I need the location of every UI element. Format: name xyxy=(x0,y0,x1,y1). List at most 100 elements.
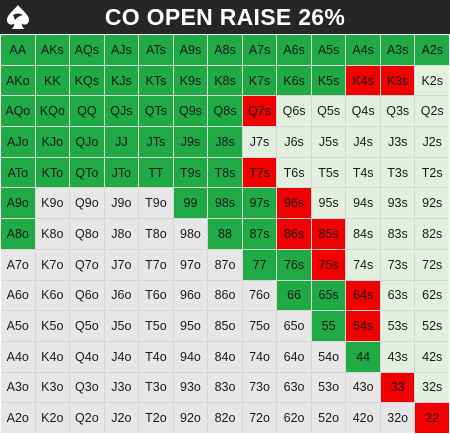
hand-cell: K8o xyxy=(35,219,70,249)
hand-cell: K6s xyxy=(277,65,311,96)
hand-cell: J5s xyxy=(311,127,346,157)
hand-cell: 32o xyxy=(380,403,415,433)
hand-cell: J8s xyxy=(208,127,242,157)
hand-cell: 92o xyxy=(173,403,208,433)
hand-cell: 74s xyxy=(346,249,380,280)
hand-cell: 94o xyxy=(173,341,208,372)
hand-cell: Q6s xyxy=(277,96,311,127)
hand-cell: KTo xyxy=(35,157,70,188)
hand-cell: 54o xyxy=(311,341,346,372)
hand-cell: 53s xyxy=(380,311,415,341)
hand-cell: QTo xyxy=(70,157,104,188)
hand-cell: A3s xyxy=(380,35,415,65)
hand-cell: 98o xyxy=(173,219,208,249)
hand-cell: 75s xyxy=(311,249,346,280)
hand-cell: K7o xyxy=(35,249,70,280)
hand-cell: 76o xyxy=(242,280,277,311)
hand-cell: T6o xyxy=(139,280,173,311)
hand-cell: K5o xyxy=(35,311,70,341)
hand-cell: 95o xyxy=(173,311,208,341)
hand-cell: 84s xyxy=(346,219,380,249)
hand-cell: T3s xyxy=(380,157,415,188)
hand-cell: AKs xyxy=(35,35,70,65)
hand-cell: K6o xyxy=(35,280,70,311)
hand-cell: 94s xyxy=(346,188,380,219)
hand-cell: 65o xyxy=(277,311,311,341)
hand-cell: 55 xyxy=(311,311,346,341)
hand-cell: QJo xyxy=(70,127,104,157)
hand-cell: AA xyxy=(1,35,35,65)
hand-cell: QQ xyxy=(70,96,104,127)
hand-cell: KK xyxy=(35,65,70,96)
hand-cell: 82o xyxy=(208,403,242,433)
hand-cell: 32s xyxy=(415,372,449,403)
chart-header: CO OPEN RAISE 26% xyxy=(0,0,450,34)
hand-cell: J9o xyxy=(104,188,139,219)
hand-cell: Q2s xyxy=(415,96,449,127)
hand-cell: T8s xyxy=(208,157,242,188)
hand-cell: 42o xyxy=(346,403,380,433)
hand-cell: 73s xyxy=(380,249,415,280)
spade-logo-icon xyxy=(7,5,29,29)
hand-cell: 42s xyxy=(415,341,449,372)
hand-cell: AJo xyxy=(1,127,35,157)
hand-cell: A8o xyxy=(1,219,35,249)
hand-cell: A7o xyxy=(1,249,35,280)
hand-cell: A5o xyxy=(1,311,35,341)
hand-cell: K2s xyxy=(415,65,449,96)
hand-cell: JTo xyxy=(104,157,139,188)
hand-cell: 82s xyxy=(415,219,449,249)
hand-cell: AJs xyxy=(104,35,139,65)
hand-cell: 93s xyxy=(380,188,415,219)
hand-cell: 97s xyxy=(242,188,277,219)
hand-cell: 62o xyxy=(277,403,311,433)
hand-cell: 33 xyxy=(380,372,415,403)
hand-cell: J8o xyxy=(104,219,139,249)
hand-cell: 43s xyxy=(380,341,415,372)
hand-cell: 76s xyxy=(277,249,311,280)
hand-cell: 96o xyxy=(173,280,208,311)
hand-cell: K8s xyxy=(208,65,242,96)
hand-cell: JTs xyxy=(139,127,173,157)
hand-cell: K7s xyxy=(242,65,277,96)
hand-range-grid: AA AKs AQs AJs ATs A9s A8s A7s A6s A5s A4s A3s A2s AK… xyxy=(1,35,449,433)
hand-cell: Q6o xyxy=(70,280,104,311)
hand-cell: A8s xyxy=(208,35,242,65)
hand-cell: JJ xyxy=(104,127,139,157)
hand-cell: 43o xyxy=(346,372,380,403)
hand-cell: 86s xyxy=(277,219,311,249)
hand-cell: 44 xyxy=(346,341,380,372)
hand-cell: K3o xyxy=(35,372,70,403)
hand-cell: 53o xyxy=(311,372,346,403)
hand-cell: T5s xyxy=(311,157,346,188)
hand-cell: T6s xyxy=(277,157,311,188)
hand-cell: 83o xyxy=(208,372,242,403)
hand-cell: AKo xyxy=(1,65,35,96)
hand-cell: Q8o xyxy=(70,219,104,249)
hand-cell: 98s xyxy=(208,188,242,219)
hand-cell: J6s xyxy=(277,127,311,157)
hand-cell: KQo xyxy=(35,96,70,127)
hand-cell: J6o xyxy=(104,280,139,311)
hand-cell: K4s xyxy=(346,65,380,96)
hand-cell: 99 xyxy=(173,188,208,219)
hand-cell: Q8s xyxy=(208,96,242,127)
hand-cell: 54s xyxy=(346,311,380,341)
hand-cell: K5s xyxy=(311,65,346,96)
hand-cell: T2o xyxy=(139,403,173,433)
hand-cell: T5o xyxy=(139,311,173,341)
hand-cell: A6o xyxy=(1,280,35,311)
hand-cell: 72o xyxy=(242,403,277,433)
hand-cell: KQs xyxy=(70,65,104,96)
hand-cell: Q5o xyxy=(70,311,104,341)
hand-cell: 96s xyxy=(277,188,311,219)
hand-cell: J7s xyxy=(242,127,277,157)
hand-cell: ATo xyxy=(1,157,35,188)
hand-cell: 52o xyxy=(311,403,346,433)
hand-cell: 63s xyxy=(380,280,415,311)
hand-cell: 73o xyxy=(242,372,277,403)
hand-cell: K9s xyxy=(173,65,208,96)
hand-cell: TT xyxy=(139,157,173,188)
hand-cell: J3s xyxy=(380,127,415,157)
hand-cell: 87o xyxy=(208,249,242,280)
